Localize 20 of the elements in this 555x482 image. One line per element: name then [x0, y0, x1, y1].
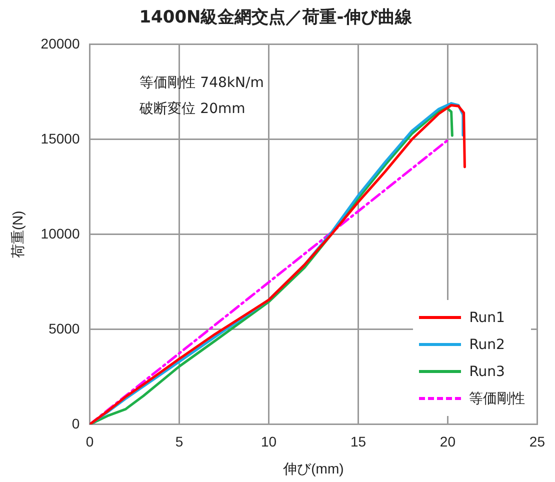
legend-label: Run3 [469, 364, 505, 380]
x-tick-label: 15 [350, 434, 366, 450]
x-tick-label: 0 [86, 434, 94, 450]
chart-title: 1400N級金網交点／荷重-伸び曲線 [139, 8, 413, 28]
y-tick-label: 20000 [40, 35, 80, 52]
y-tick-label: 15000 [40, 130, 80, 146]
y-tick-label: 10000 [40, 225, 80, 242]
x-tick-label: 20 [440, 434, 456, 450]
x-tick-label: 25 [529, 434, 546, 450]
y-axis-title: 荷重(N) [9, 210, 26, 258]
legend-label: 等価剛性 [469, 390, 526, 408]
x-tick-label: 5 [175, 434, 184, 450]
y-tick-label: 0 [72, 415, 80, 432]
legend-label: Run2 [469, 336, 505, 353]
annotation: 等価剛性 748kN/m [140, 75, 264, 92]
legend-label: Run1 [469, 310, 505, 326]
y-tick-label: 5000 [48, 320, 80, 336]
x-tick-label: 10 [260, 434, 277, 450]
annotation: 破断変位 20mm [138, 101, 246, 118]
x-axis-title: 伸び(mm) [282, 460, 344, 476]
